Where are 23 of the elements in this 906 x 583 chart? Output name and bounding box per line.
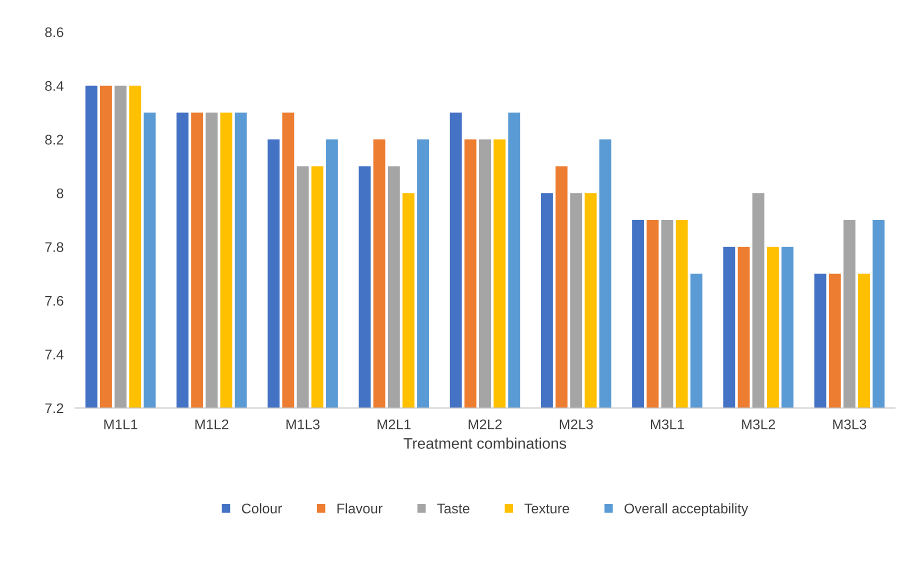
x-axis-title: Treatment combinations <box>404 438 566 449</box>
legend-label: Overall acceptability <box>624 503 748 516</box>
x-tick-label: M3L2 <box>742 419 776 430</box>
legend-label: Texture <box>524 504 570 514</box>
legend-label: Flavour <box>337 503 382 514</box>
x-tick-label: M1L3 <box>286 419 320 430</box>
x-tick-label: M2L2 <box>468 419 502 430</box>
y-tick-label: 8.6 <box>45 27 64 38</box>
y-tick-label: 7.2 <box>45 403 64 414</box>
y-tick-label: 8.2 <box>45 134 64 145</box>
y-tick-label: 7.6 <box>45 296 64 306</box>
x-tick-label: M1L1 <box>104 420 138 430</box>
legend-label: Taste <box>437 504 470 514</box>
x-tick-label: M3L1 <box>650 419 684 430</box>
legend-label: Colour <box>242 503 282 514</box>
x-tick-label: M1L2 <box>195 419 228 430</box>
x-tick-label: M3L3 <box>833 419 866 430</box>
x-tick-label: M2L1 <box>378 419 411 430</box>
y-tick-label: 8 <box>56 188 64 198</box>
y-tick-label: 7.4 <box>45 350 64 360</box>
y-tick-label: 8.4 <box>45 81 64 91</box>
y-tick-label: 7.8 <box>45 242 64 252</box>
x-tick-label: M2L3 <box>560 419 593 430</box>
